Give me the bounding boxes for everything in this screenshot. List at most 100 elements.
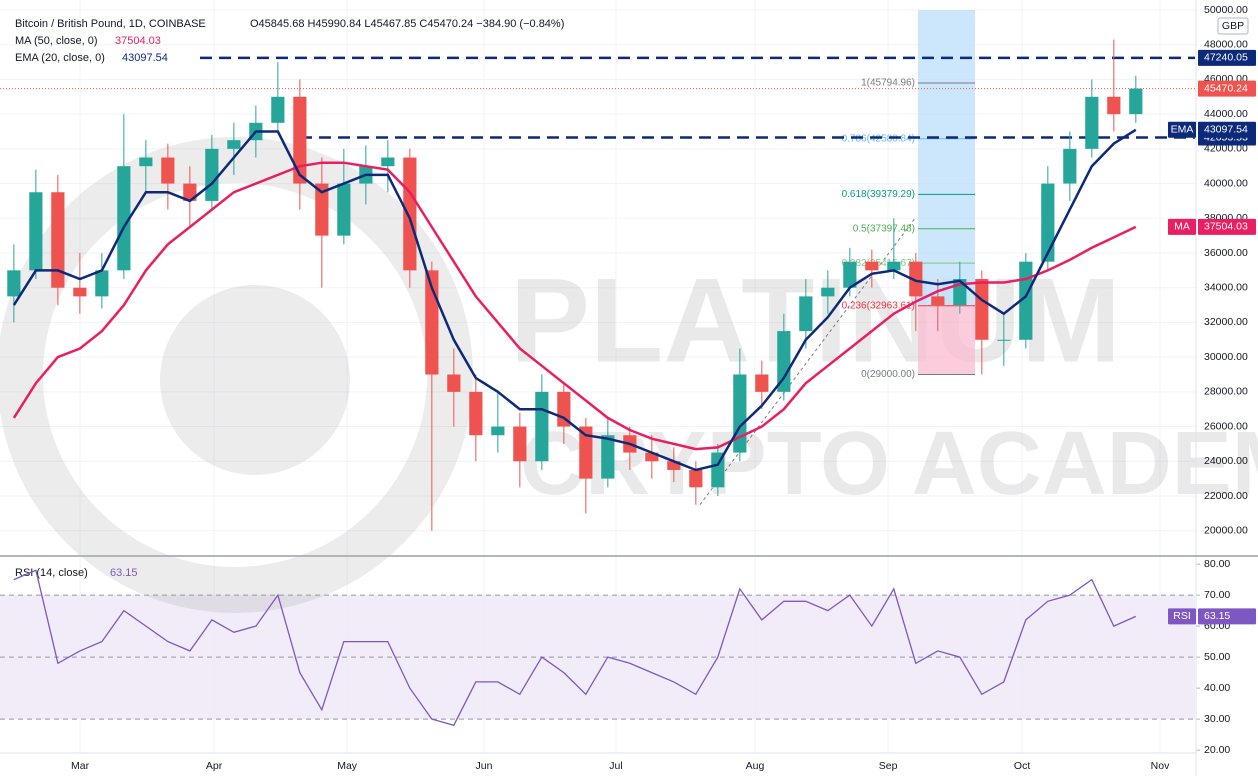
candle-body — [491, 426, 505, 436]
x-tick-label: May — [337, 760, 358, 772]
rsi-legend: RSI (14, close) — [15, 567, 88, 579]
y-tick-label: 20000.00 — [1204, 524, 1248, 536]
candle-body — [777, 331, 791, 392]
ema-legend-value: 43097.54 — [122, 52, 168, 64]
fib-label: 0.786(42580.84) — [842, 133, 915, 144]
ma-legend: MA (50, close, 0) — [15, 35, 98, 47]
indicator-price-tag: 43097.54 — [1204, 124, 1248, 136]
candle-body — [315, 183, 329, 236]
candle-body — [645, 452, 659, 462]
candle-body — [579, 426, 593, 479]
candle-body — [293, 96, 307, 184]
fib-label: 0(29000.00) — [861, 369, 915, 380]
ma-legend-value: 37504.03 — [115, 35, 161, 47]
y-tick-label: 40.00 — [1204, 682, 1230, 694]
fib-label: 0.236(32963.61) — [842, 300, 915, 311]
ohlc-values: O45845.68 H45990.84 L45467.85 C45470.24 … — [250, 18, 564, 30]
fib-label: 0.618(39379.29) — [842, 189, 915, 200]
fib-stop-zone — [918, 305, 975, 375]
level-price-tag-box — [1198, 49, 1256, 66]
candle-body — [227, 140, 241, 149]
candle-body — [601, 435, 615, 479]
candle-body — [931, 296, 945, 306]
y-tick-label: 50000.00 — [1204, 4, 1248, 16]
candle-body — [799, 296, 813, 332]
last-price-tag-box — [1198, 80, 1256, 97]
y-tick-label: 42000.00 — [1204, 143, 1248, 155]
indicator-line — [12, 161, 1137, 451]
candle-body — [7, 270, 21, 297]
y-tick-label: 80.00 — [1204, 558, 1230, 570]
y-tick-label: 34000.00 — [1204, 281, 1248, 293]
y-tick-label: 44000.00 — [1204, 108, 1248, 120]
y-tick-label: 70.00 — [1204, 589, 1230, 601]
candle-body — [1085, 96, 1099, 149]
x-tick-label: Apr — [206, 760, 223, 772]
y-tick-label: 30.00 — [1204, 713, 1230, 725]
watermark: PLATINUM CRYPTO ACADEMY — [0, 137, 1258, 613]
candle-body — [51, 192, 65, 288]
currency-box[interactable] — [1217, 17, 1249, 35]
candle-body — [1041, 183, 1055, 262]
y-tick-label: 36000.00 — [1204, 247, 1248, 259]
candle-body — [73, 287, 87, 297]
candle-body — [447, 374, 461, 392]
candle-body — [1063, 148, 1077, 184]
x-tick-label: Jun — [476, 760, 493, 772]
rsi-legend-value: 63.15 — [110, 567, 138, 579]
candle-body — [381, 157, 395, 167]
rsi-line — [13, 569, 1137, 727]
rsi-value-tag-name-box — [1168, 608, 1196, 625]
indicator-price-tag-box — [1198, 121, 1256, 138]
candle-body — [535, 391, 549, 462]
y-tick-label: 48000.00 — [1204, 38, 1248, 50]
fib-label: 0.5(37397.48) — [853, 223, 915, 234]
candle-body — [117, 166, 131, 271]
candle-body — [887, 261, 901, 271]
candle-body — [469, 391, 483, 436]
candle-body — [29, 192, 43, 271]
candle-body — [689, 469, 703, 488]
candle-body — [667, 461, 681, 470]
symbol-title: Bitcoin / British Pound, 1D, COINBASE — [15, 18, 206, 30]
candle-body — [843, 261, 857, 288]
x-tick-label: Aug — [746, 760, 765, 772]
currency: GBP — [1222, 20, 1244, 32]
last-price-tag: 45470.24 — [1204, 82, 1248, 94]
x-tick-label: Oct — [1014, 760, 1030, 772]
candle-body — [997, 339, 1011, 341]
candle-body — [183, 183, 197, 201]
indicator-price-tag: 37504.03 — [1204, 221, 1248, 233]
candle-body — [1107, 96, 1121, 115]
rsi-value-tag-name: RSI — [1173, 610, 1191, 622]
watermark-text: CRYPTO ACADEMY — [520, 414, 1258, 514]
indicator-price-tag-box — [1198, 218, 1256, 235]
y-tick-label: 22000.00 — [1204, 490, 1248, 502]
fib-target-zone — [918, 10, 975, 306]
candle-body — [909, 261, 923, 297]
rsi-value-tag: 63.15 — [1204, 610, 1230, 622]
candle-body — [733, 374, 747, 453]
y-tick-label: 32000.00 — [1204, 316, 1248, 328]
level-price-tag: 47240.05 — [1204, 52, 1248, 64]
candle-body — [403, 157, 417, 271]
candle-body — [1019, 261, 1033, 340]
candle-body — [865, 261, 879, 271]
candle-body — [161, 157, 175, 184]
candle-body — [337, 183, 351, 236]
y-tick-label: 28000.00 — [1204, 386, 1248, 398]
y-tick-label: 30000.00 — [1204, 351, 1248, 363]
y-tick-label: 20.00 — [1204, 744, 1230, 756]
candle-body — [205, 148, 219, 201]
x-tick-label: Mar — [71, 760, 90, 772]
x-tick-label: Sep — [879, 760, 898, 772]
ema-legend: EMA (20, close, 0) — [15, 52, 105, 64]
y-tick-label: 50.00 — [1204, 651, 1230, 663]
y-tick-label: 40000.00 — [1204, 177, 1248, 189]
indicator-price-tag-name: MA — [1174, 221, 1190, 233]
candle-body — [1129, 88, 1143, 115]
watermark-logo-core — [160, 285, 350, 475]
watermark-text: PLATINUM — [510, 254, 1121, 388]
candle-body — [975, 279, 989, 340]
